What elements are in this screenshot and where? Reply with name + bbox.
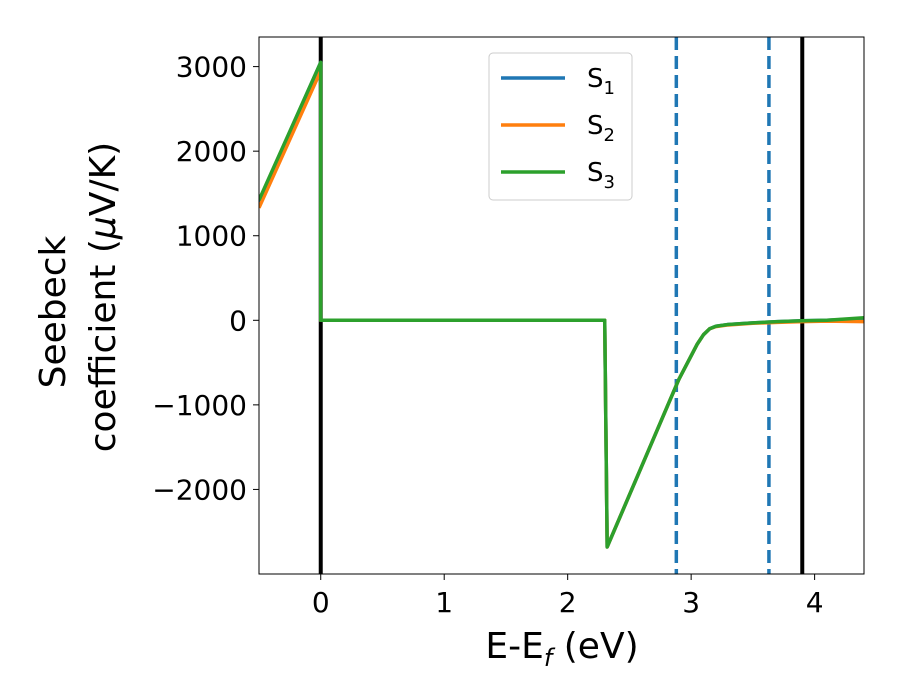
y-tick-label: 3000 bbox=[176, 51, 247, 84]
x-axis-label: E-Ef (eV) bbox=[485, 626, 638, 672]
y-tick-label: −1000 bbox=[152, 389, 247, 422]
y-tick-label: −2000 bbox=[152, 473, 247, 506]
legend-label-sub: 2 bbox=[604, 125, 615, 146]
y-axis-label-line1: Seebeck bbox=[33, 235, 74, 388]
x-axis-ticks: 0 1 2 3 4 bbox=[312, 574, 824, 619]
legend-label-sub: 1 bbox=[604, 78, 615, 99]
plot-frame bbox=[258, 36, 865, 575]
legend-label-main: S bbox=[587, 64, 604, 94]
legend-label-sub: 3 bbox=[604, 172, 615, 193]
y-axis-label: Seebeck coefficient (μV/K) bbox=[33, 142, 124, 452]
x-axis-label-main: E-E bbox=[485, 626, 543, 667]
y-axis-ticks: −2000 −1000 0 1000 2000 3000 bbox=[152, 51, 259, 506]
legend-label-main: S bbox=[587, 111, 604, 141]
legend-label-main: S bbox=[587, 158, 604, 188]
x-tick-label: 0 bbox=[312, 586, 330, 619]
y-tick-label: 2000 bbox=[176, 135, 247, 168]
y-axis-label-line2-math: μ bbox=[83, 216, 124, 240]
x-axis-label-tail: (eV) bbox=[552, 626, 638, 667]
legend-label-s2: S2 bbox=[587, 111, 615, 146]
x-tick-label: 1 bbox=[435, 586, 453, 619]
x-tick-label: 3 bbox=[682, 586, 700, 619]
y-tick-label: 1000 bbox=[176, 220, 247, 253]
y-axis-label-line2: coefficient (μV/K) bbox=[83, 142, 124, 452]
y-tick-label: 0 bbox=[229, 304, 247, 337]
x-tick-label: 2 bbox=[559, 586, 577, 619]
y-axis-label-line2-tail: V/K) bbox=[83, 142, 124, 216]
x-tick-label: 4 bbox=[806, 586, 824, 619]
legend-label-s3: S3 bbox=[587, 158, 615, 193]
series-line-s3 bbox=[259, 60, 864, 549]
series-lines bbox=[259, 60, 864, 549]
legend-label-s1: S1 bbox=[587, 64, 615, 99]
y-axis-label-line2-plain: coefficient ( bbox=[83, 239, 124, 452]
